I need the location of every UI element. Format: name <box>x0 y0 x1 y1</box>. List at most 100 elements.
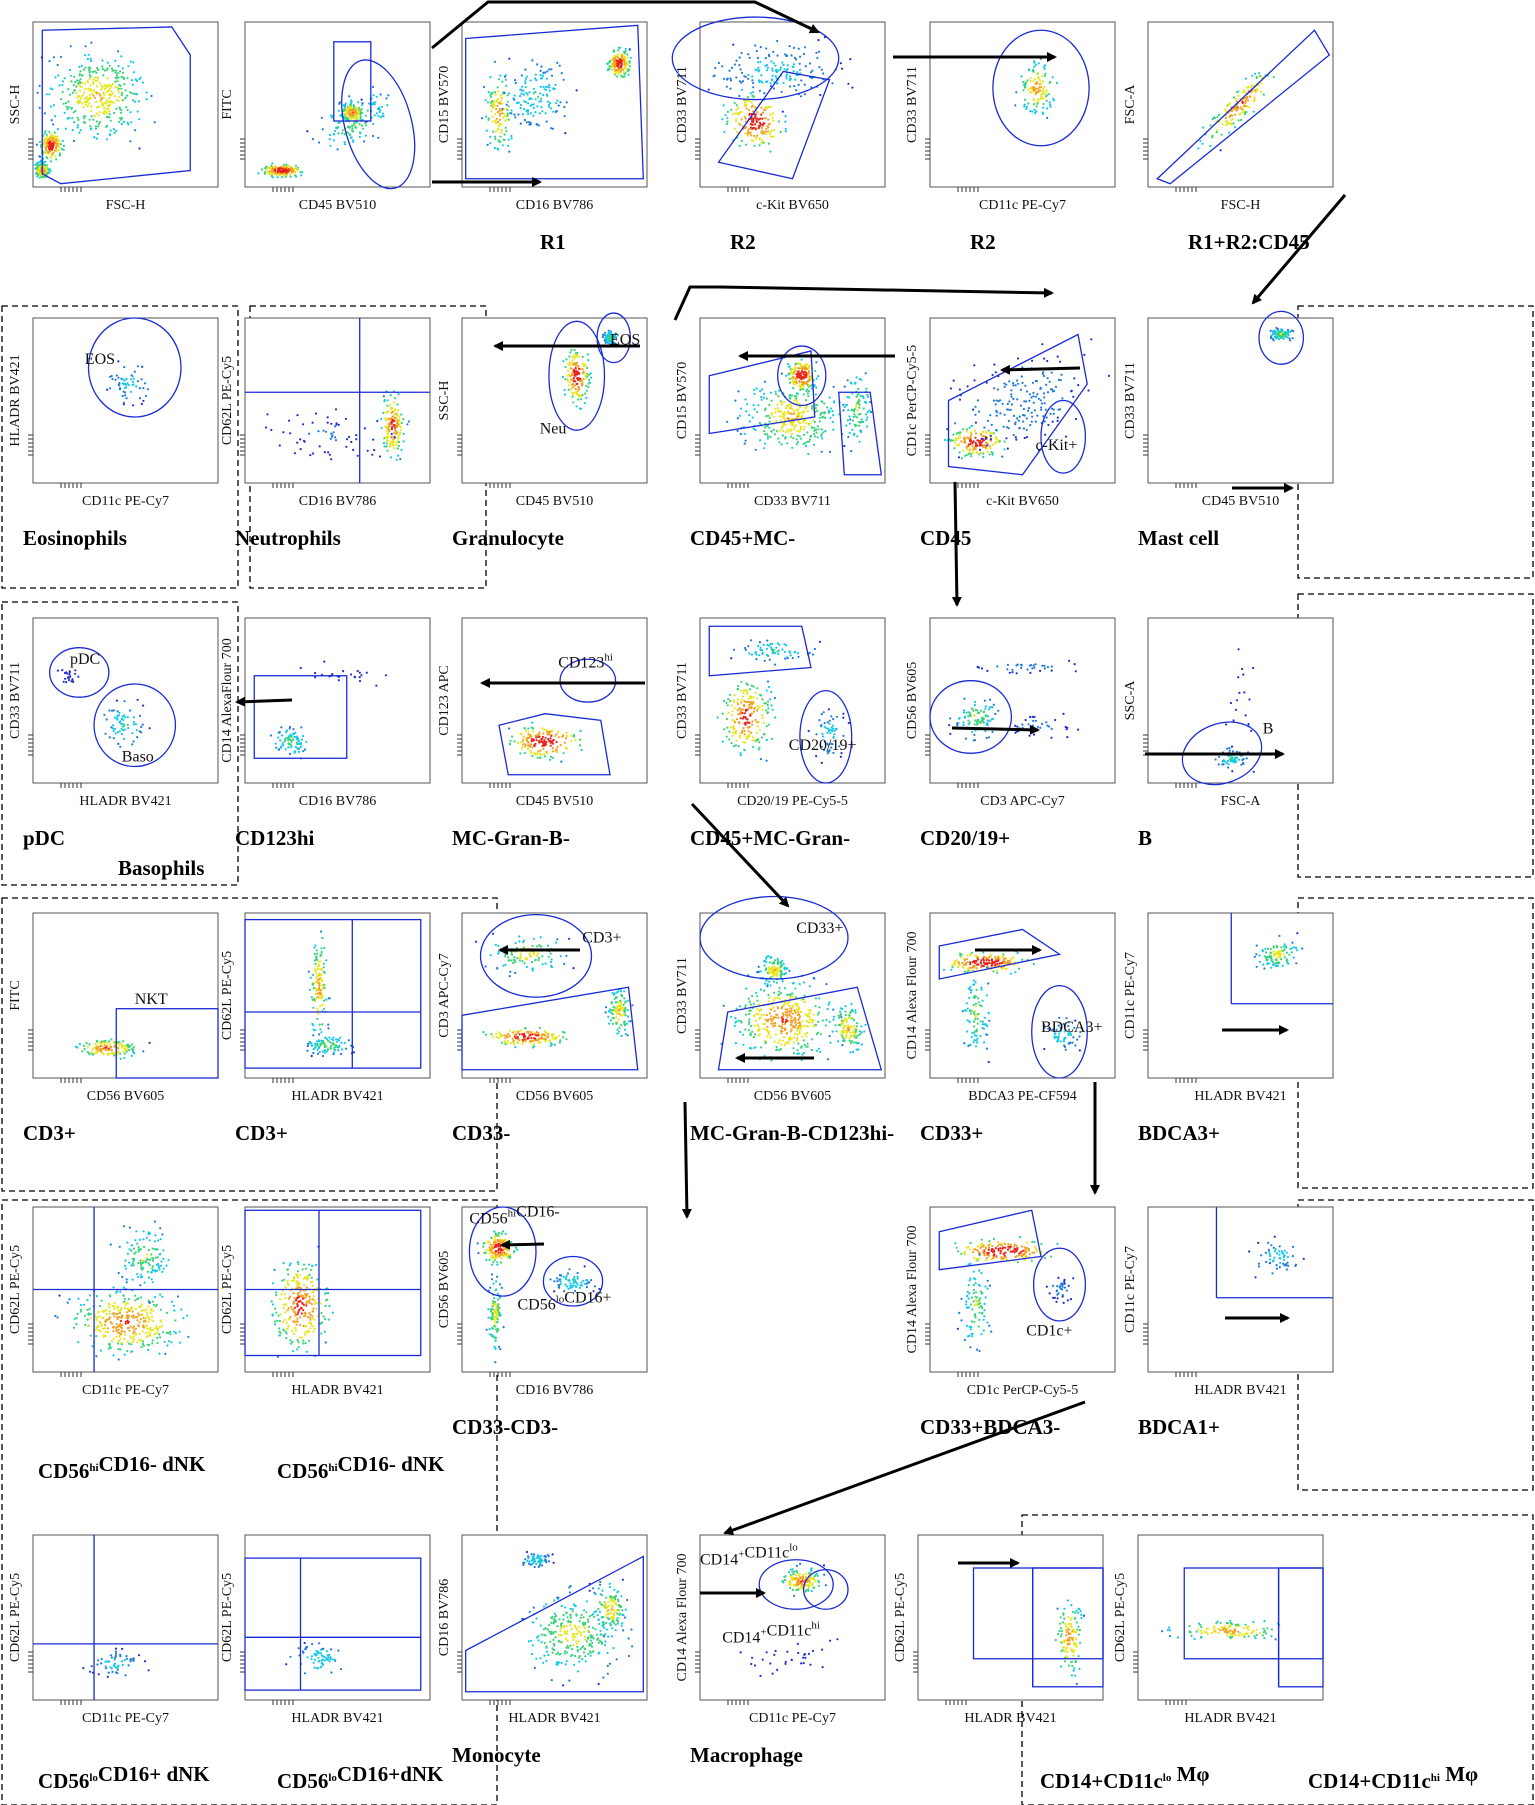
plot-frame <box>32 317 219 484</box>
dashed-group-box <box>1297 305 1534 579</box>
p-cd2019: CD3 APC-Cy7 CD56 BV605 <box>905 617 1116 809</box>
p-dnk2: HLADR BV421 CD62L PE-Cy5 <box>220 1206 431 1398</box>
y-axis-label: HLADR BV421 <box>8 354 23 446</box>
gate <box>596 312 631 364</box>
gate-label: c-Kit+ <box>1035 437 1077 454</box>
gate <box>938 1209 1042 1271</box>
x-axis-label: CD16 BV786 <box>516 198 593 213</box>
y-axis-label: CD62L PE-Cy5 <box>220 1245 235 1334</box>
y-axis-label: CD33 BV711 <box>1123 362 1138 439</box>
y-axis-label: CD33 BV711 <box>675 957 690 1034</box>
y-axis-label: FITC <box>220 89 235 119</box>
y-axis-label: CD56 BV605 <box>905 662 920 739</box>
p-cd33cd3: CD16 BV786 CD56 BV605 <box>437 1206 648 1398</box>
gate-label: CD1c+ <box>1026 1323 1072 1340</box>
p-macro: CD11c PE-Cy7 CD14 Alexa Flour 700 <box>675 1534 886 1726</box>
gate-label: Neu <box>540 421 567 438</box>
y-axis-label: CD62L PE-Cy5 <box>1113 1573 1128 1662</box>
p-cd45mc: CD33 BV711 CD15 BV570 <box>675 317 886 509</box>
plot-caption: CD33-CD3- <box>452 1415 558 1439</box>
plot-caption: CD45 <box>920 526 971 550</box>
gate <box>115 1008 219 1079</box>
x-axis-label: HLADR BV421 <box>1194 1089 1286 1104</box>
plot-caption: Neutrophils <box>235 526 341 550</box>
plot-caption: CD14+CD11chi Mφ <box>1308 1762 1478 1793</box>
flow-arrow <box>673 285 1054 321</box>
gate <box>465 1555 644 1693</box>
density-dots <box>269 660 387 760</box>
density-dots <box>1269 326 1295 342</box>
gate <box>1040 399 1087 474</box>
flow-arrow <box>500 1239 545 1250</box>
y-axis-label: CD62L PE-Cy5 <box>220 356 235 445</box>
density-dots <box>34 41 156 179</box>
plot-caption: R1+R2:CD45 <box>1188 230 1310 254</box>
plot-caption: CD45+MC- <box>690 526 795 550</box>
density-dots <box>106 360 150 407</box>
plot-caption: Mast cell <box>1138 526 1219 550</box>
y-axis-label: CD56 BV605 <box>437 1251 452 1328</box>
plot-frame <box>32 1534 219 1701</box>
density-dots <box>481 46 632 153</box>
plot-caption: BDCA1+ <box>1138 1415 1220 1439</box>
plot-frame <box>1137 1534 1324 1701</box>
x-axis-label: HLADR BV421 <box>508 1711 600 1726</box>
gate-label: CD3+ <box>582 930 621 947</box>
y-axis-label: CD15 BV570 <box>675 362 690 439</box>
p-b: FSC-A SSC-A <box>1123 617 1334 809</box>
gate <box>1181 721 1263 786</box>
density-dots <box>1248 1235 1305 1279</box>
density-dots <box>943 338 1111 460</box>
dashed-group-box <box>1 305 239 589</box>
gate-label: pDC <box>70 651 100 668</box>
y-axis-label: CD14 Alexa Flour 700 <box>905 932 920 1060</box>
plot-caption: MC-Gran-B- <box>452 826 570 850</box>
y-axis-label: FSC-A <box>1123 84 1138 125</box>
gate <box>717 986 883 1071</box>
density-dots <box>1161 1619 1281 1641</box>
plot-frame <box>699 317 886 484</box>
gate <box>699 895 849 980</box>
gate <box>777 345 827 407</box>
x-axis-label: HLADR BV421 <box>964 1711 1056 1726</box>
gate <box>498 713 611 776</box>
p-cd33bdca3: CD1c PerCP-Cy5-5 CD14 Alexa Flour 700 <box>905 1206 1116 1398</box>
p-nkt: CD56 BV605 FITC <box>8 912 219 1104</box>
y-axis-label: CD33 BV711 <box>675 662 690 739</box>
x-axis-label: CD11c PE-Cy7 <box>82 494 169 509</box>
gate <box>479 914 593 998</box>
plot-frame <box>244 317 431 484</box>
p-mono: HLADR BV421 CD16 BV786 <box>437 1534 648 1726</box>
gate <box>758 1559 834 1610</box>
plot-caption: CD56loCD16+ dNK <box>38 1762 210 1793</box>
gate <box>1031 984 1088 1079</box>
y-axis-label: CD1c PerCP-Cy5-5 <box>905 345 920 457</box>
plot-caption: CD56hiCD16- dNK <box>277 1452 445 1483</box>
flow-arrow <box>235 696 293 707</box>
gate-label: B <box>1263 721 1274 738</box>
density-dots <box>739 1562 839 1677</box>
gate-label: CD56hiCD16- <box>469 1204 559 1228</box>
plot-caption: R2 <box>730 230 756 254</box>
y-axis-label: CD123 APC <box>437 665 452 735</box>
x-axis-label: HLADR BV421 <box>1194 1383 1286 1398</box>
plot-frame <box>1147 21 1334 188</box>
density-dots <box>74 1038 151 1060</box>
plot-frame <box>929 21 1116 188</box>
y-axis-label: CD11c PE-Cy7 <box>1123 1246 1138 1333</box>
dashed-group-box <box>1021 1514 1534 1805</box>
density-dots <box>82 1647 150 1678</box>
density-dots <box>1253 932 1304 970</box>
plot-caption: CD33- <box>452 1121 510 1145</box>
gate-label: CD14+CD11clo <box>700 1542 798 1569</box>
gate <box>802 1568 849 1610</box>
x-axis-label: CD56 BV605 <box>87 1089 164 1104</box>
density-dots <box>264 390 410 461</box>
gate-label: BDCA3+ <box>1041 1019 1102 1036</box>
x-axis-label: CD16 BV786 <box>299 794 376 809</box>
plot-frame <box>244 617 431 784</box>
y-axis-label: SSC-A <box>1123 680 1138 721</box>
gate <box>41 26 191 185</box>
gate <box>253 675 348 759</box>
p-neutro: CD16 BV786 CD62L PE-Cy5 <box>220 317 431 509</box>
